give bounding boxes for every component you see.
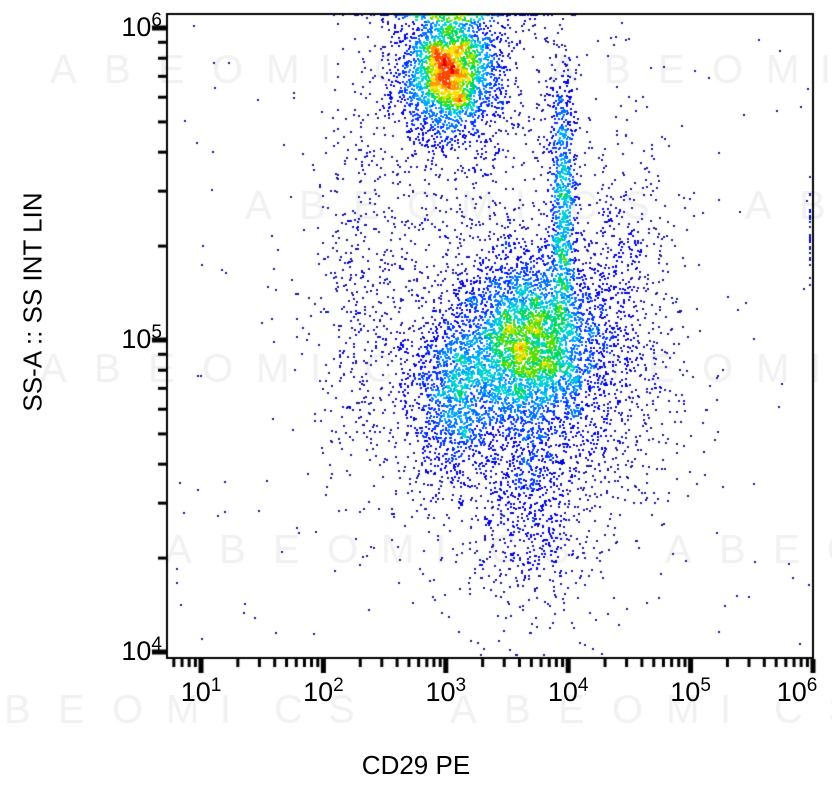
y-tick-label: 105 xyxy=(121,322,162,354)
x-tick-label: 106 xyxy=(776,675,818,707)
y-tick-label: 104 xyxy=(121,634,162,666)
x-tick-label: 101 xyxy=(180,675,222,707)
x-tick-label: 103 xyxy=(425,675,467,707)
y-axis-title: SS-A :: SS INT LIN xyxy=(17,192,48,412)
x-tick-label: 104 xyxy=(547,675,589,707)
x-axis-title: CD29 PE xyxy=(361,750,471,780)
x-tick-label: 102 xyxy=(303,675,344,707)
x-tick-label: 105 xyxy=(670,675,711,707)
y-tick-label: 106 xyxy=(121,10,162,42)
